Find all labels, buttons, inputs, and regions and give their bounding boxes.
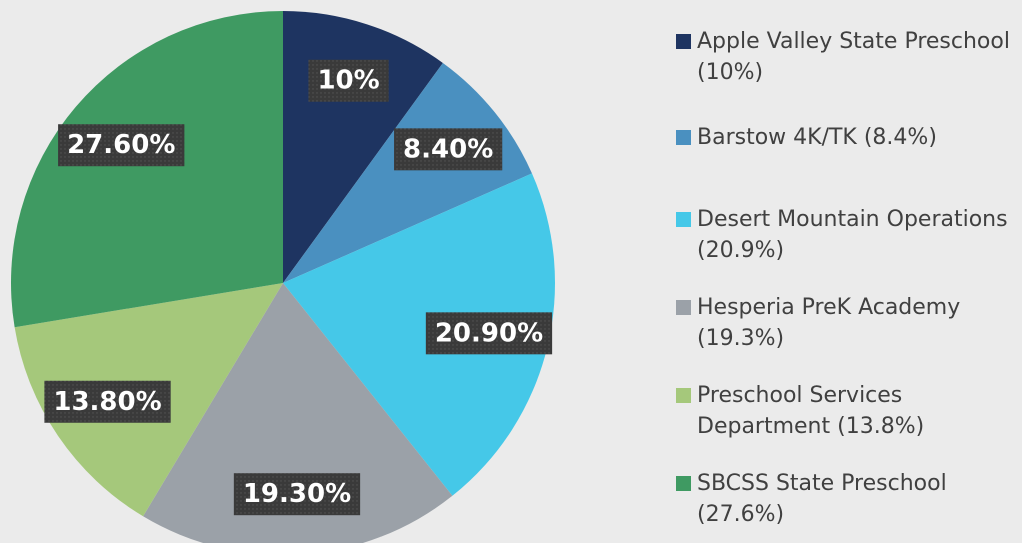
legend-label: Apple Valley State Preschool (10%): [697, 29, 1010, 85]
data-label: 19.30%: [233, 473, 361, 516]
data-label-box: [44, 380, 171, 423]
data-label-box: [308, 59, 389, 102]
legend-label: SBCSS State Preschool (27.6%): [697, 471, 947, 527]
data-label-text: 10%: [317, 66, 379, 96]
data-label: 20.90%: [425, 312, 553, 355]
legend-item: SBCSS State Preschool (27.6%): [676, 468, 1016, 530]
data-label: 8.40%: [394, 128, 503, 171]
legend-item: Apple Valley State Preschool (10%): [676, 26, 1016, 88]
pie-slice: [10, 11, 283, 328]
data-label-box: [58, 124, 185, 167]
legend-swatch: [676, 212, 691, 227]
legend-item: Barstow 4K/TK (8.4%): [676, 122, 1016, 153]
pie-slice: [143, 283, 453, 543]
legend-swatch: [676, 34, 691, 49]
data-label-text: 19.30%: [243, 479, 351, 509]
data-label: 27.60%: [58, 124, 185, 167]
data-label-text: 20.90%: [435, 318, 543, 348]
pie-slice: [283, 173, 555, 496]
data-label: 10%: [308, 59, 389, 102]
data-label-box: [425, 312, 553, 355]
legend-item: Hesperia PreK Academy (19.3%): [676, 292, 1016, 354]
legend-item: Desert Mountain Operations (20.9%): [676, 204, 1016, 266]
legend-label: Preschool Services Department (13.8%): [697, 383, 925, 439]
pie-slice: [283, 62, 532, 284]
data-label: 13.80%: [44, 380, 171, 423]
legend-swatch: [676, 476, 691, 491]
legend-item: Preschool Services Department (13.8%): [676, 380, 1016, 442]
legend-label: Desert Mountain Operations (20.9%): [697, 207, 1008, 263]
legend-swatch: [676, 300, 691, 315]
legend-swatch: [676, 388, 691, 403]
data-label-text: 8.40%: [403, 134, 493, 164]
data-label-text: 27.60%: [67, 130, 175, 160]
legend-swatch: [676, 130, 691, 145]
legend-label: Hesperia PreK Academy (19.3%): [697, 295, 961, 351]
data-label-box: [394, 128, 503, 171]
legend-label: Barstow 4K/TK (8.4%): [697, 125, 937, 150]
data-label-box: [233, 473, 361, 516]
data-label-text: 13.80%: [53, 387, 161, 417]
